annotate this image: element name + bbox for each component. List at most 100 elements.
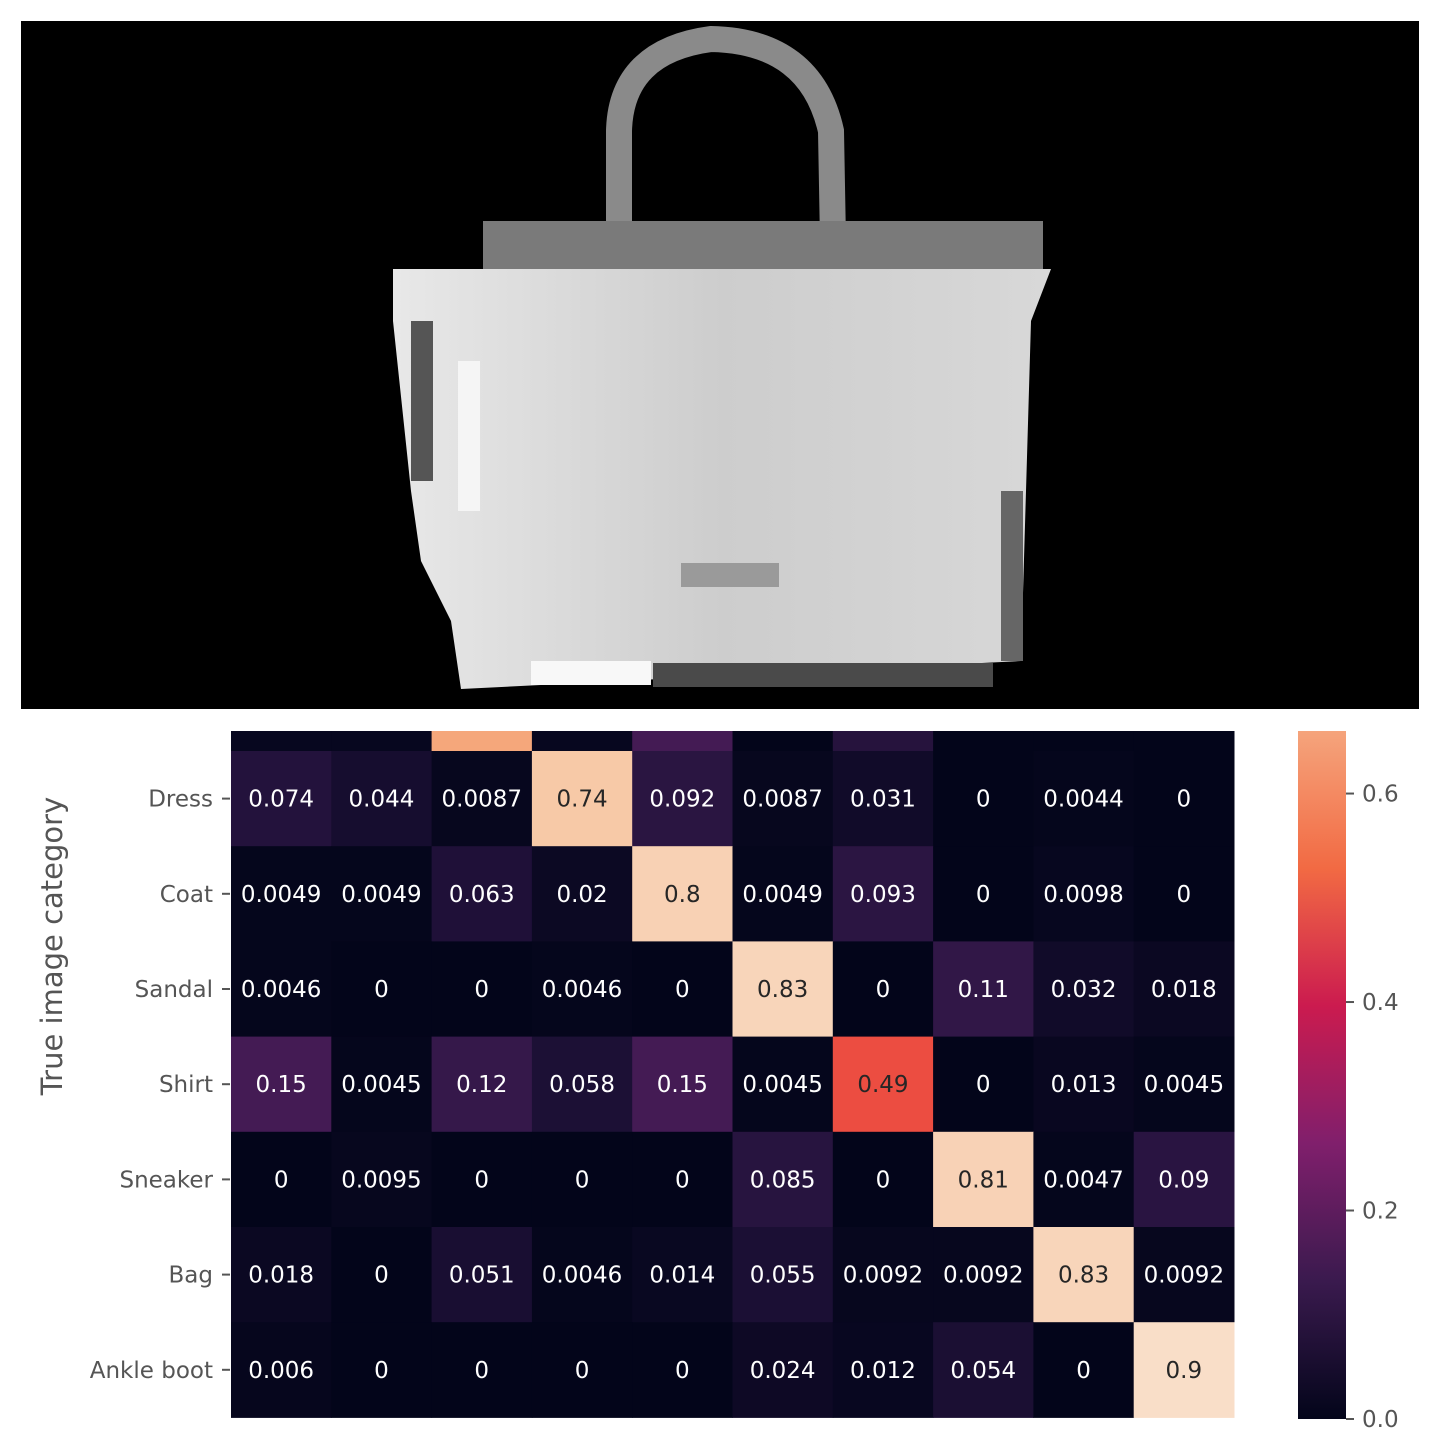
heatmap-cell xyxy=(1033,1036,1135,1133)
row-tick-label: Dress xyxy=(148,787,213,813)
heatmap-cells: 0.074 0.044 0.0087 0.74 0.092 0.0087 0.031 0 0.0… xyxy=(231,731,1235,1418)
heatmap-cell-value: 0.018 xyxy=(1151,977,1217,1003)
heatmap-cell-value: 0.0046 xyxy=(542,977,622,1003)
heatmap-cell-partial xyxy=(1133,731,1235,751)
heatmap-cell xyxy=(1033,1322,1135,1418)
heatmap-cell xyxy=(231,1131,332,1228)
heatmap-cell xyxy=(1133,751,1235,847)
heatmap-cell-value: 0 xyxy=(876,1167,891,1193)
heatmap-cell-value: 0.063 xyxy=(449,882,515,908)
heatmap-cell-value: 0 xyxy=(1177,787,1192,813)
heatmap-cell xyxy=(1133,1036,1235,1133)
heatmap-cell-value: 0.0092 xyxy=(943,1263,1023,1289)
heatmap-cell-value: 0.02 xyxy=(556,882,607,908)
heatmap-cell xyxy=(431,751,533,847)
heatmap-cell xyxy=(1133,1131,1235,1228)
heatmap-cell-value: 0.0045 xyxy=(341,1072,421,1098)
heatmap-cell-value: 0.044 xyxy=(349,787,415,813)
heatmap-cell xyxy=(331,1227,433,1323)
heatmap-cell xyxy=(933,1131,1034,1228)
heatmap-cell xyxy=(531,941,633,1038)
heatmap-cell xyxy=(331,941,433,1038)
heatmap-cell-value: 0.092 xyxy=(649,787,715,813)
heatmap-cell xyxy=(331,846,433,942)
heatmap-cell xyxy=(331,1036,433,1133)
heatmap-cell xyxy=(331,1131,433,1228)
heatmap-cell-value: 0 xyxy=(474,1167,489,1193)
row-tick-label: Sandal xyxy=(135,977,213,1003)
heatmap-cell xyxy=(832,751,934,847)
bag-highlight xyxy=(458,361,480,511)
heatmap-cell xyxy=(933,1036,1034,1133)
colorbar-tick-label: 0.0 xyxy=(1362,1407,1399,1433)
heatmap-cell xyxy=(632,1227,733,1323)
heatmap-cell-value: 0.0046 xyxy=(241,977,321,1003)
heatmap-cell-value: 0.12 xyxy=(456,1072,507,1098)
heatmap-cell xyxy=(1133,1322,1235,1418)
heatmap-cell-value: 0 xyxy=(374,1358,389,1384)
heatmap-cell-value: 0.0049 xyxy=(241,882,321,908)
heatmap-cell xyxy=(531,1227,633,1323)
heatmap-cell-value: 0 xyxy=(976,882,991,908)
heatmap-cell-value: 0 xyxy=(976,787,991,813)
row-labels: Dress Coat Sandal Shirt Sneaker Bag Ankle boot xyxy=(90,787,230,1384)
heatmap-cell xyxy=(1133,846,1235,942)
heatmap-cell-value: 0.058 xyxy=(549,1072,615,1098)
heatmap-cell-partial xyxy=(933,731,1034,751)
heatmap-cell-value: 0.018 xyxy=(248,1263,314,1289)
heatmap-cell-value: 0.09 xyxy=(1158,1167,1209,1193)
heatmap-cell-partial xyxy=(832,731,934,751)
handbag-image xyxy=(21,21,1419,709)
heatmap-cell-value: 0 xyxy=(474,1358,489,1384)
bag-left-shadow xyxy=(411,321,433,481)
bag-handle xyxy=(606,25,846,242)
heatmap-cell xyxy=(431,1227,533,1323)
heatmap-cell xyxy=(1033,1227,1135,1323)
heatmap-cell-value: 0 xyxy=(1177,882,1192,908)
heatmap-cell-partial xyxy=(531,731,633,751)
bag-body xyxy=(393,269,1051,689)
y-axis-label: True image category xyxy=(35,797,69,1097)
heatmap-cell-value: 0.054 xyxy=(950,1358,1016,1384)
heatmap-cell-value: 0.11 xyxy=(958,977,1009,1003)
heatmap-cell xyxy=(331,1322,433,1418)
heatmap-cell xyxy=(933,751,1034,847)
row-tick-label: Coat xyxy=(160,882,213,908)
heatmap-cell xyxy=(1033,1131,1135,1228)
heatmap-cell-value: 0.49 xyxy=(857,1072,908,1098)
heatmap-cell xyxy=(632,846,733,942)
heatmap-cell-value: 0.051 xyxy=(449,1263,515,1289)
heatmap-cell xyxy=(231,1322,332,1418)
heatmap-cell xyxy=(933,1322,1034,1418)
heatmap-cell xyxy=(832,1131,934,1228)
colorbar-ticks: 0.6 0.4 0.2 0.0 xyxy=(1346,782,1399,1433)
heatmap-cell-value: 0.83 xyxy=(757,977,808,1003)
colorbar-tick-label: 0.4 xyxy=(1362,990,1399,1016)
heatmap-cell-value: 0.0049 xyxy=(341,882,421,908)
heatmap-cell-value: 0.15 xyxy=(256,1072,307,1098)
heatmap-cell xyxy=(531,1131,633,1228)
heatmap-cell-value: 0 xyxy=(374,977,389,1003)
heatmap-cell xyxy=(933,1227,1034,1323)
heatmap-cell-value: 0.9 xyxy=(1166,1358,1203,1384)
heatmap-cell xyxy=(632,1322,733,1418)
heatmap-cell xyxy=(832,1227,934,1323)
heatmap-cell-value: 0.085 xyxy=(750,1167,816,1193)
heatmap-cell-value: 0.81 xyxy=(958,1167,1009,1193)
heatmap-cell-value: 0 xyxy=(1076,1358,1091,1384)
heatmap-cell xyxy=(331,751,433,847)
heatmap-cell xyxy=(832,1036,934,1133)
heatmap-cell-value: 0.032 xyxy=(1051,977,1117,1003)
heatmap-cell xyxy=(632,1036,733,1133)
heatmap-cell-value: 0.074 xyxy=(248,787,314,813)
row-tick-label: Bag xyxy=(169,1263,213,1289)
heatmap-cell xyxy=(531,1322,633,1418)
heatmap-cell xyxy=(231,941,332,1038)
heatmap-cell xyxy=(531,751,633,847)
heatmap-cell xyxy=(231,1036,332,1133)
bag-rim xyxy=(483,221,1043,271)
heatmap-cell-value: 0 xyxy=(474,977,489,1003)
handbag-icon xyxy=(393,25,1051,689)
heatmap-cell xyxy=(933,846,1034,942)
heatmap-cell-value: 0 xyxy=(575,1358,590,1384)
